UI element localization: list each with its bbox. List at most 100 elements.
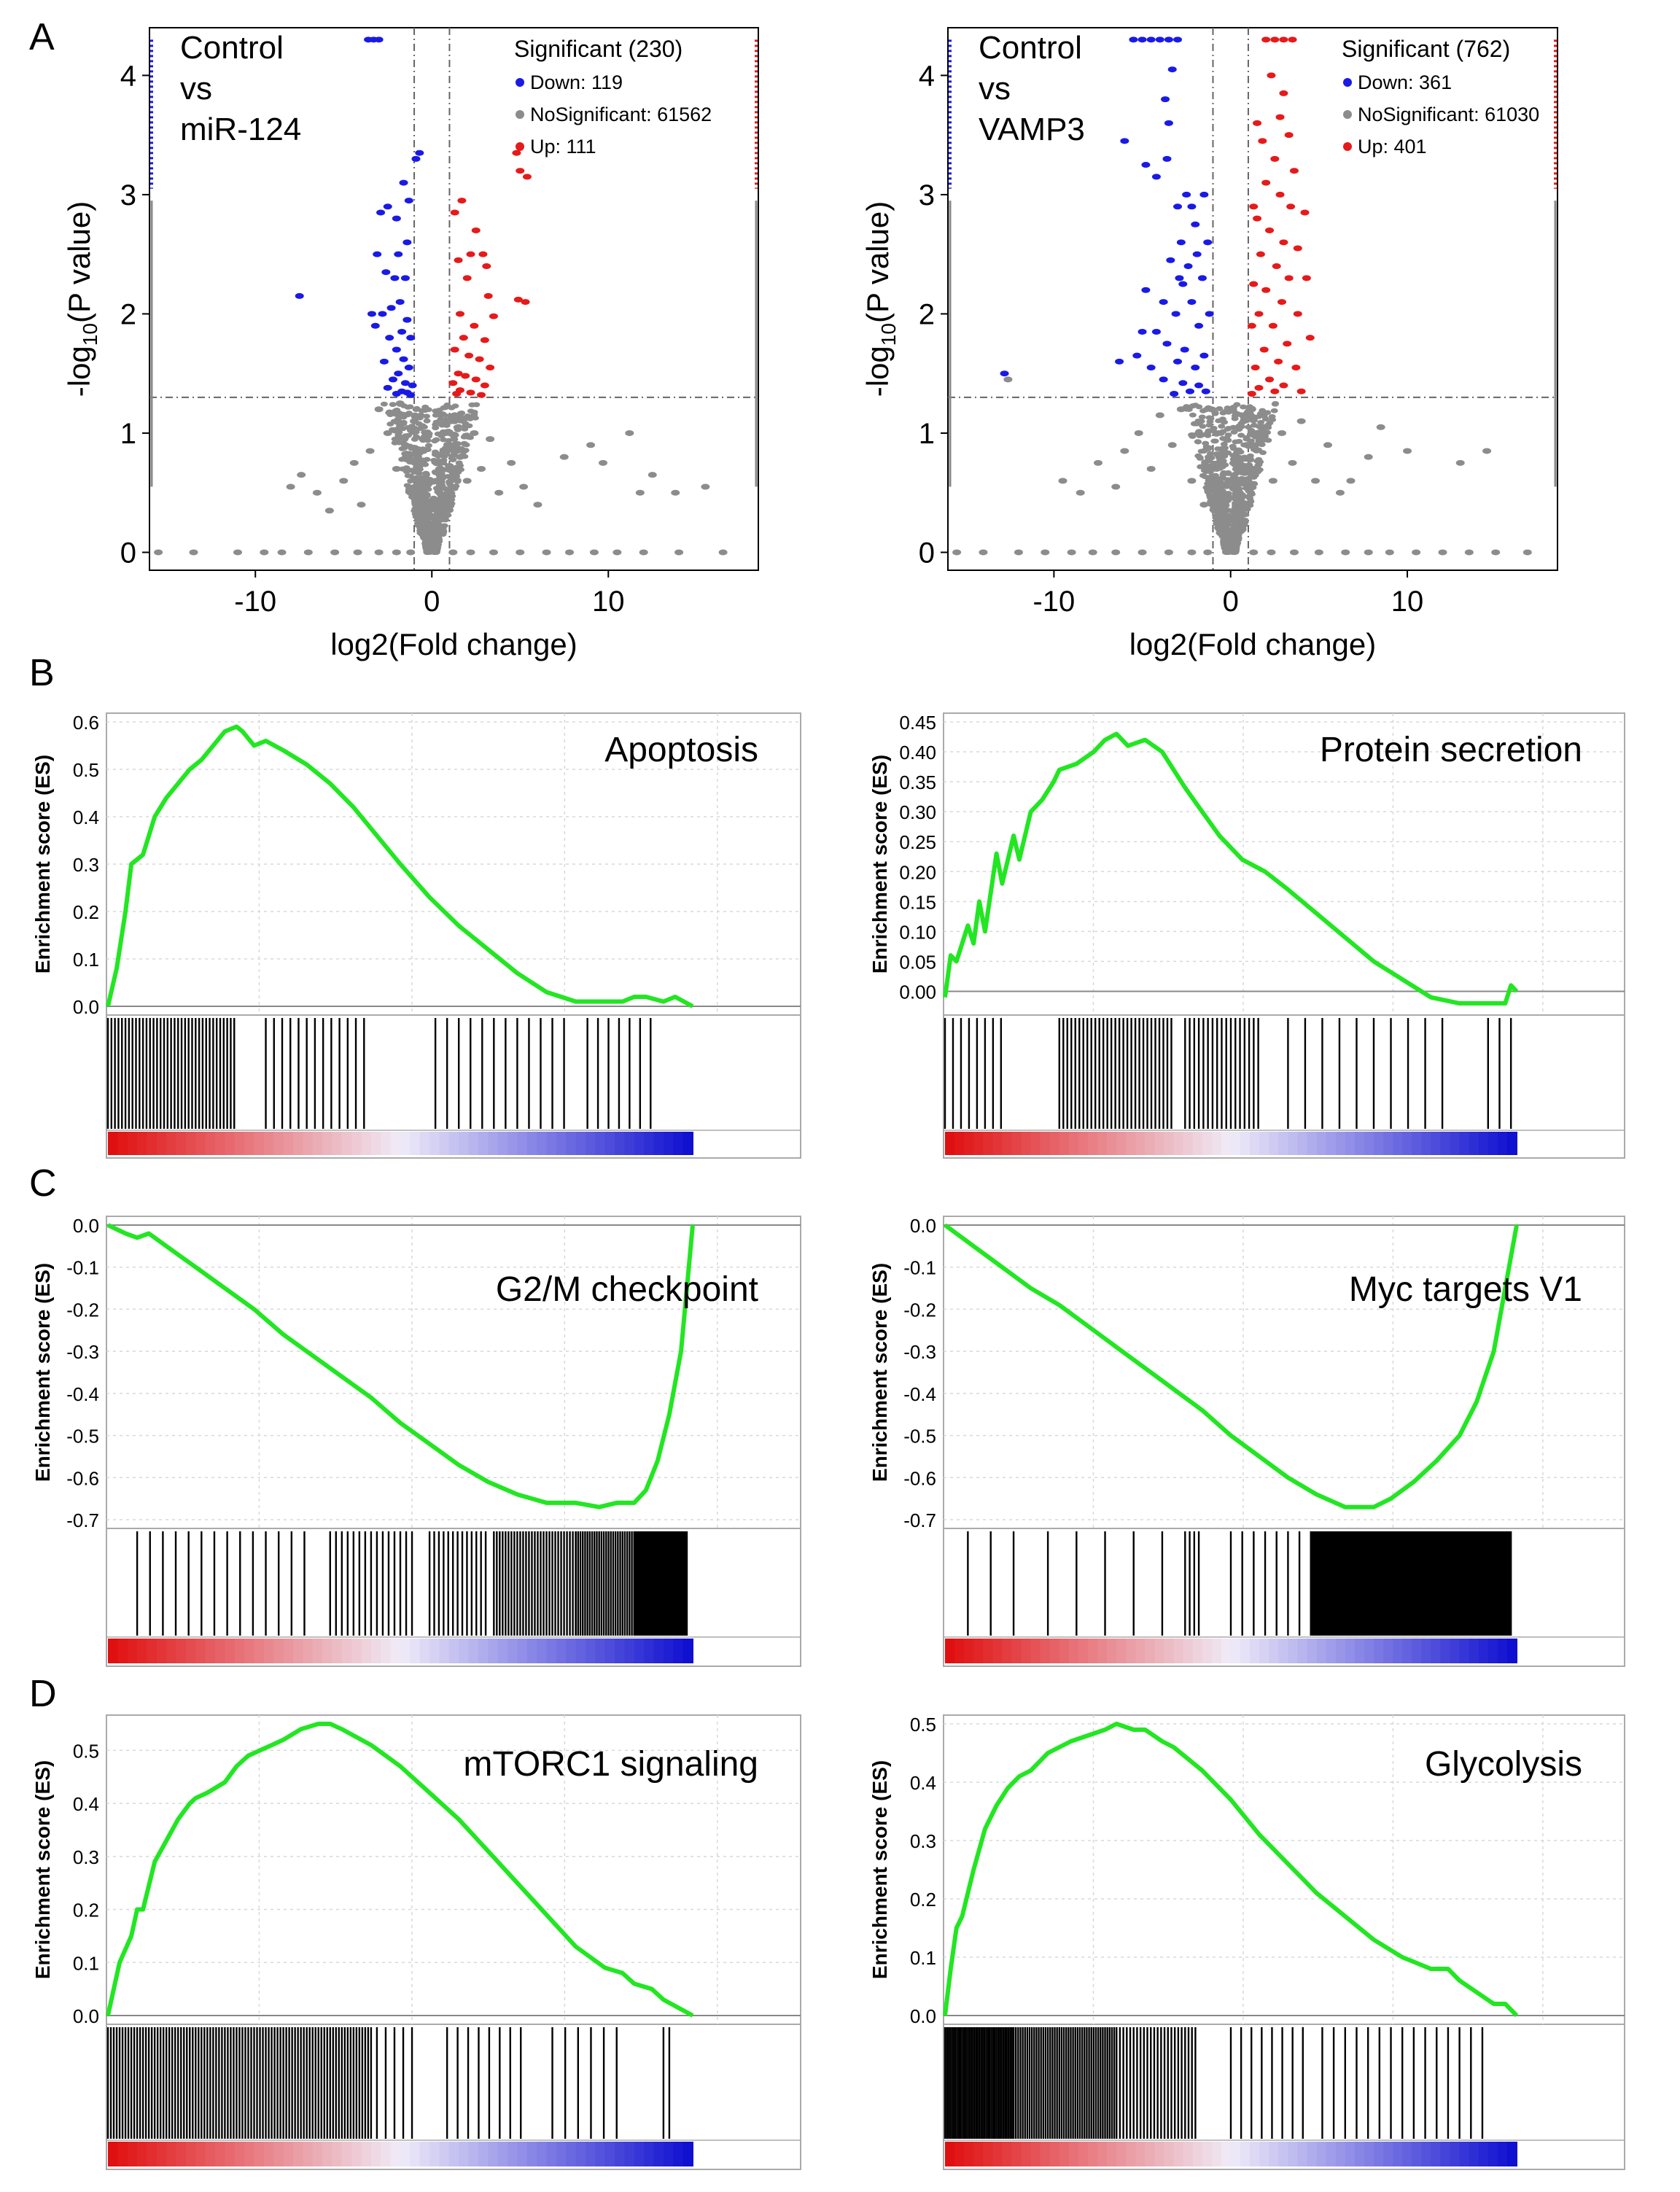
rank-cell bbox=[439, 1639, 450, 1663]
rank-cell bbox=[185, 1132, 197, 1155]
up-point bbox=[1284, 132, 1294, 139]
rank-cell bbox=[1431, 2142, 1442, 2166]
nonsig-dot bbox=[1270, 408, 1278, 413]
rank-cell bbox=[459, 1132, 470, 1155]
nonsig-dot bbox=[1229, 456, 1237, 462]
y-axis-label: Enrichment score (ES) bbox=[868, 1760, 891, 1979]
up-point bbox=[1279, 36, 1288, 43]
nosignificant-point bbox=[1058, 478, 1068, 484]
rank-cell bbox=[263, 1132, 275, 1155]
nonsig-dot bbox=[448, 405, 456, 411]
nonsig-dot bbox=[449, 457, 457, 462]
hit-bars bbox=[944, 2027, 1484, 2139]
nonsig-dot bbox=[443, 449, 451, 455]
rank-cell bbox=[1107, 1132, 1118, 1155]
down-point bbox=[1166, 257, 1175, 263]
rank-cell bbox=[1383, 1639, 1394, 1663]
nonsig-dot bbox=[451, 476, 459, 482]
up-point bbox=[1268, 322, 1278, 329]
nonsig-dot bbox=[1245, 424, 1253, 430]
plot-frame bbox=[149, 27, 759, 571]
rank-cell bbox=[1145, 1132, 1156, 1155]
rank-cell bbox=[566, 2142, 577, 2166]
rank-cell bbox=[1021, 2142, 1032, 2166]
rank-cell bbox=[439, 1132, 450, 1155]
down-point bbox=[1178, 380, 1188, 386]
y-tick-label: 1 bbox=[120, 418, 136, 450]
rank-gradient bbox=[945, 2142, 1517, 2166]
rank-cell bbox=[682, 2142, 693, 2166]
down-point bbox=[415, 149, 424, 156]
rank-cell bbox=[624, 1639, 635, 1663]
nosignificant-point bbox=[1234, 489, 1244, 496]
nosignificant-point bbox=[1314, 549, 1323, 556]
rank-cell bbox=[303, 1132, 314, 1155]
nonsig-dot bbox=[438, 484, 446, 490]
comparison-label: Control bbox=[180, 30, 284, 66]
rank-cell bbox=[1164, 2142, 1175, 2166]
up-point bbox=[1283, 341, 1292, 347]
gene-set-title: Protein secretion bbox=[1320, 731, 1582, 769]
gene-set-title: Myc targets V1 bbox=[1349, 1270, 1582, 1309]
rank-cell bbox=[1354, 1639, 1365, 1663]
up-point bbox=[1270, 36, 1280, 43]
rank-cell bbox=[1478, 2142, 1489, 2166]
rank-cell bbox=[390, 1132, 401, 1155]
rank-cell bbox=[1202, 1132, 1213, 1155]
nonsig-dot bbox=[447, 491, 455, 497]
nonsig-dot bbox=[439, 411, 447, 416]
nonsig-dot bbox=[419, 423, 427, 429]
rank-cell bbox=[1145, 2142, 1156, 2166]
rank-cell bbox=[526, 1639, 538, 1663]
rank-cell bbox=[673, 2142, 684, 2166]
rank-cell bbox=[1049, 1639, 1060, 1663]
gsea-frame bbox=[106, 1216, 801, 1667]
rank-cell bbox=[468, 2142, 479, 2166]
nonsig-dot bbox=[1238, 503, 1246, 509]
rank-cell bbox=[341, 1132, 353, 1155]
nonsig-dot bbox=[1254, 440, 1262, 446]
y-tick-label: -0.2 bbox=[66, 1299, 99, 1321]
down-point bbox=[1178, 281, 1188, 287]
nonsig-dot bbox=[1222, 548, 1230, 553]
down-point bbox=[399, 179, 408, 186]
rank-cell bbox=[526, 1132, 538, 1155]
rank-cell bbox=[964, 2142, 975, 2166]
rank-cell bbox=[283, 1639, 294, 1663]
nosignificant-point bbox=[1364, 454, 1373, 460]
nonsig-dot bbox=[434, 513, 442, 518]
down-point bbox=[1185, 388, 1194, 395]
up-point bbox=[1302, 275, 1311, 281]
down-point bbox=[1199, 352, 1209, 359]
nonsig-dot bbox=[432, 461, 440, 467]
es-curve bbox=[106, 1223, 695, 1509]
nonsig-dot bbox=[1234, 537, 1242, 543]
nonsig-dot bbox=[394, 437, 402, 443]
down-point bbox=[1194, 322, 1204, 329]
nosignificant-point bbox=[441, 430, 451, 436]
rank-cell bbox=[370, 1639, 382, 1663]
y-tick-label: 0.5 bbox=[73, 1740, 99, 1762]
rank-cell bbox=[332, 1132, 343, 1155]
nosignificant-point bbox=[448, 549, 458, 556]
up-point bbox=[461, 373, 470, 379]
down-point bbox=[408, 382, 417, 389]
rank-cell bbox=[1211, 2142, 1222, 2166]
rank-cell bbox=[1240, 1639, 1251, 1663]
nosignificant-point bbox=[635, 489, 645, 496]
nonsig-dot bbox=[424, 498, 432, 504]
rank-cell bbox=[215, 1132, 226, 1155]
nonsig-dot bbox=[1271, 401, 1279, 407]
y-axis-label: Enrichment score (ES) bbox=[31, 1263, 54, 1482]
nosignificant-point bbox=[701, 483, 710, 490]
nonsig-dot bbox=[444, 513, 452, 518]
nonsig-dot bbox=[1218, 450, 1226, 455]
y-tick-label: -0.3 bbox=[66, 1341, 99, 1363]
nosignificant-point bbox=[1311, 478, 1321, 484]
rank-cell bbox=[556, 1639, 567, 1663]
rank-cell bbox=[1412, 1639, 1423, 1663]
nosignificant-point bbox=[374, 549, 384, 556]
nosignificant-point bbox=[671, 489, 680, 496]
